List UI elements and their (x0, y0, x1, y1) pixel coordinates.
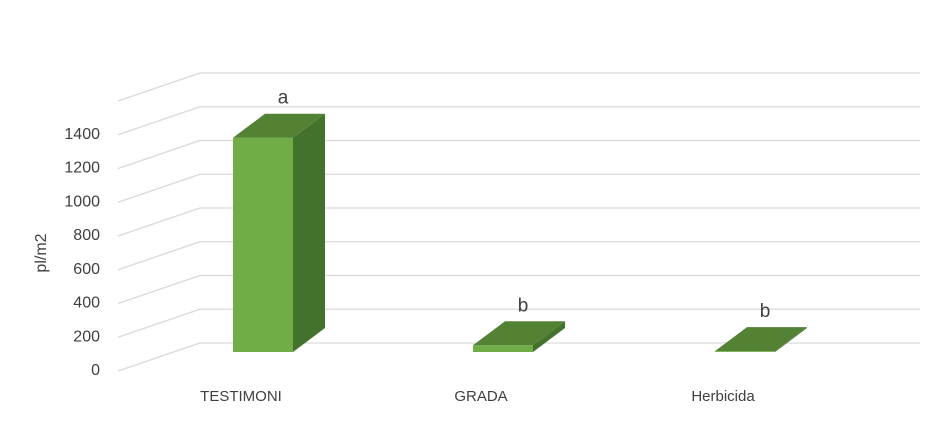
grid-line (117, 139, 201, 170)
y-tick-label: 1200 (64, 160, 100, 177)
annotation: b (518, 295, 529, 316)
y-tick-label: 600 (73, 261, 100, 278)
bar-side (775, 327, 807, 352)
bar (233, 137, 293, 352)
y-tick-label: 1400 (64, 126, 100, 143)
x-tick-label: TESTIMONI (200, 388, 282, 405)
grid-line (117, 308, 201, 338)
bar-side (293, 113, 325, 352)
bar-side (533, 321, 565, 352)
annotation: a (278, 88, 289, 109)
annotation: b (760, 301, 771, 322)
bar-top (473, 321, 565, 346)
bar-top (715, 327, 807, 352)
y-tick-label: 0 (91, 362, 100, 379)
bar (473, 345, 533, 352)
grid-line (117, 173, 201, 203)
y-tick-label: 1000 (64, 193, 100, 210)
grid-line (117, 241, 201, 271)
y-axis-label: pl/m2 (33, 233, 50, 272)
y-tick-label: 400 (73, 295, 100, 312)
grid-line (117, 106, 201, 136)
grid-line (117, 342, 201, 372)
y-tick-label: 200 (73, 328, 100, 345)
x-tick-label: Herbicida (691, 388, 755, 405)
grid-line (117, 72, 201, 102)
grid-line (117, 274, 201, 305)
bar-top (233, 113, 325, 138)
x-tick-label: GRADA (454, 388, 507, 405)
grid-line (117, 207, 201, 237)
y-tick-label: 800 (73, 227, 100, 244)
bar (715, 351, 775, 352)
